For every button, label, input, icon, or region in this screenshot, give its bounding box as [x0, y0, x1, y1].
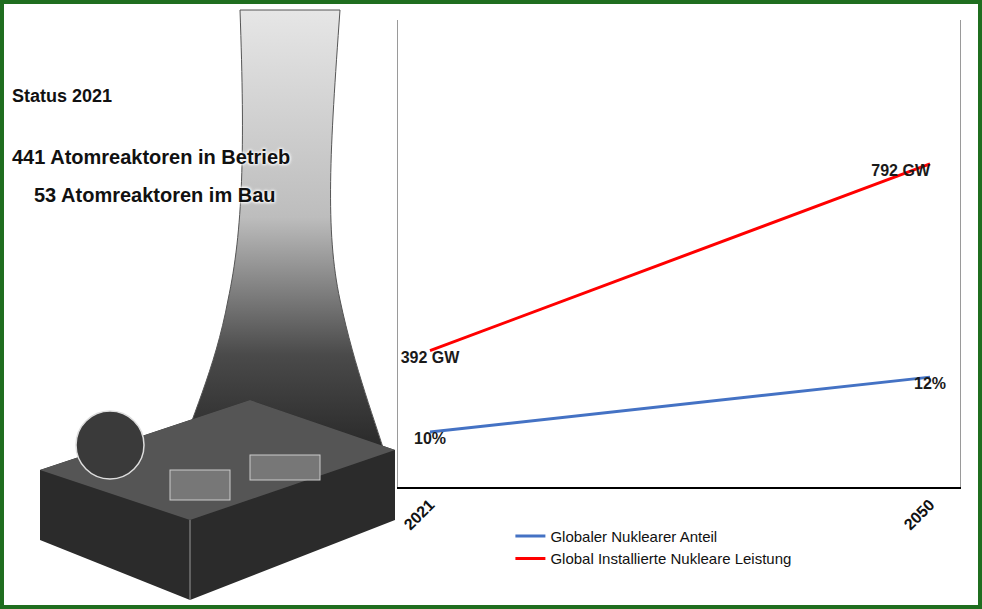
- svg-text:792 GW: 792 GW: [871, 162, 931, 179]
- html-text:Status 2021: Status 2021: [12, 86, 113, 106]
- svg-text:2021: 2021: [401, 496, 438, 533]
- svg-text:10%: 10%: [414, 430, 446, 447]
- svg-text:2050: 2050: [901, 496, 938, 533]
- svg-text:12%: 12%: [914, 375, 946, 392]
- html-text:441 Atomreaktoren in Betrieb: 441 Atomreaktoren in Betrieb: [12, 146, 291, 168]
- html-text:53 Atomreaktoren im Bau: 53 Atomreaktoren im Bau: [34, 184, 276, 206]
- svg-text:392 GW: 392 GW: [401, 349, 461, 366]
- svg-text:Global Installierte Nukleare L: Global Installierte Nukleare Leistung: [550, 550, 791, 567]
- svg-text:Globaler Nuklearer Anteil: Globaler Nuklearer Anteil: [550, 528, 717, 545]
